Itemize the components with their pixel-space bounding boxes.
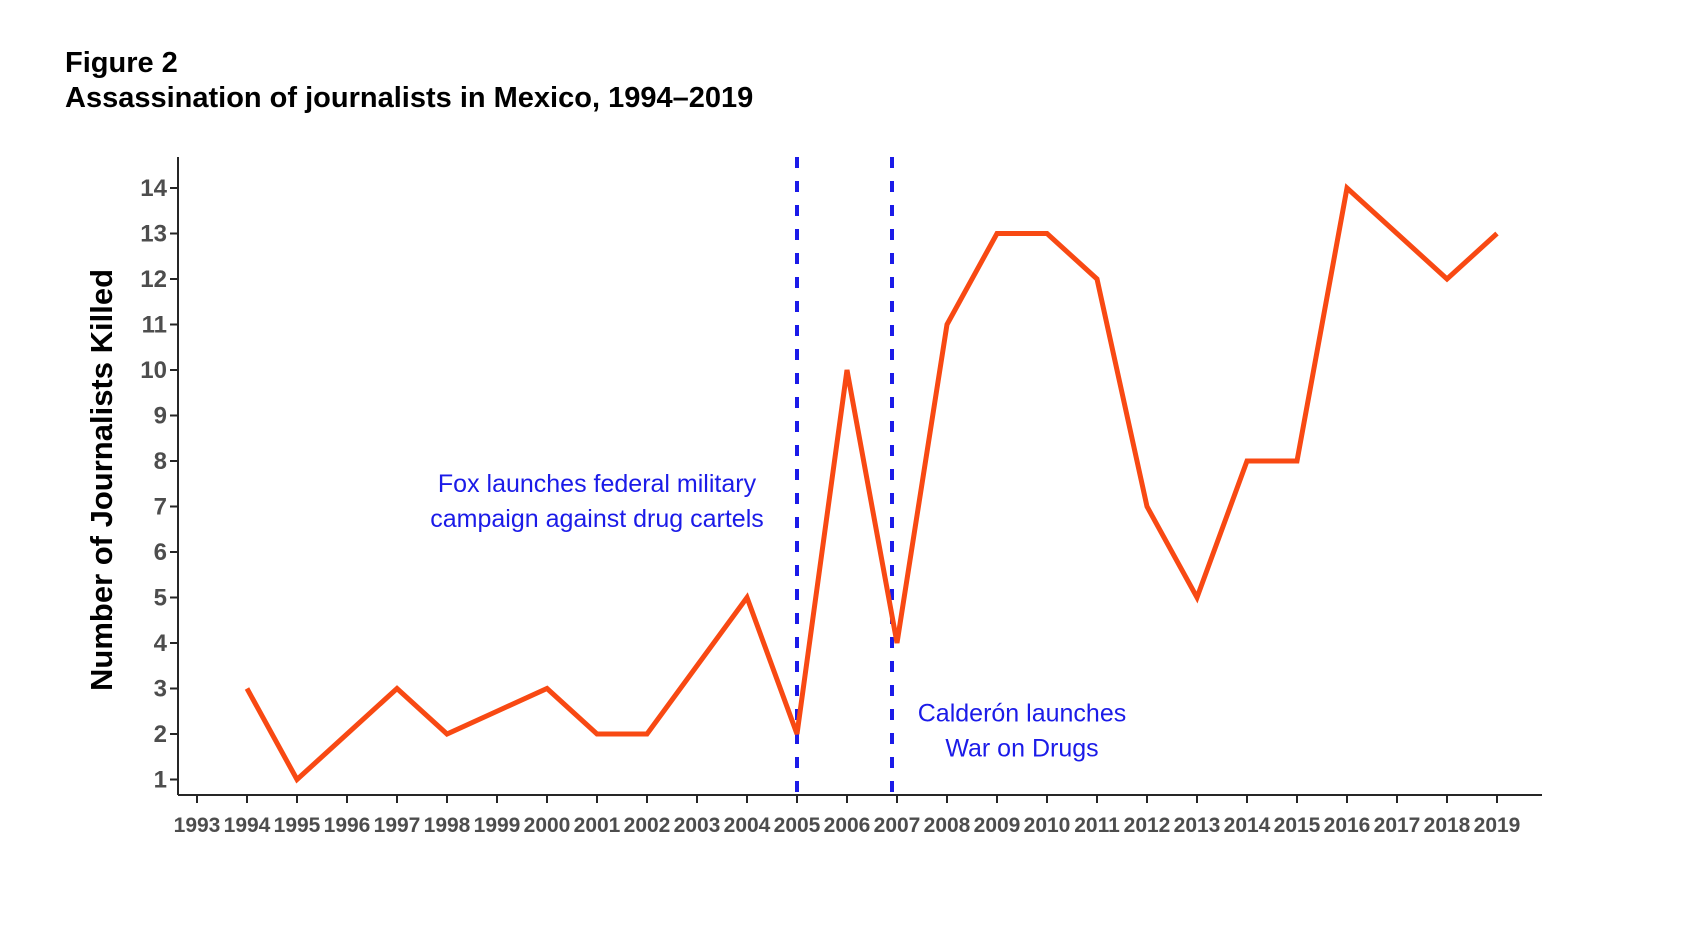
x-tick-label: 2006 <box>824 814 871 837</box>
x-tick-label: 1994 <box>224 814 271 837</box>
x-tick-label: 2005 <box>774 814 821 837</box>
x-tick-label: 1999 <box>474 814 521 837</box>
x-tick-label: 2012 <box>1124 814 1171 837</box>
x-tick-label: 2008 <box>924 814 971 837</box>
x-tick-label: 2016 <box>1324 814 1371 837</box>
x-tick-label: 2011 <box>1074 814 1120 837</box>
x-tick-label: 1993 <box>174 814 221 837</box>
x-tick-label: 2000 <box>524 814 571 837</box>
figure-title: Assassination of journalists in Mexico, … <box>65 82 754 114</box>
figure-header: Figure 2 Assassination of journalists in… <box>65 46 753 116</box>
x-tick-label: 1995 <box>274 814 321 837</box>
journalists-killed-line <box>244 183 1499 784</box>
x-tick-label: 2018 <box>1424 814 1471 837</box>
y-tick-label: 1 <box>154 767 167 794</box>
x-tick-label: 2004 <box>724 814 771 837</box>
y-tick-label: 8 <box>154 448 167 475</box>
x-tick-label: 2009 <box>974 814 1021 837</box>
y-tick-label: 12 <box>140 266 167 293</box>
figure-label: Figure 2 <box>65 47 178 79</box>
y-tick-label: 3 <box>154 676 167 703</box>
y-tick-label: 6 <box>154 539 167 566</box>
x-tick-label: 2010 <box>1024 814 1071 837</box>
event-annotation-2-line-2: War on Drugs <box>945 735 1098 763</box>
y-tick-label: 9 <box>154 403 167 430</box>
y-tick-label: 11 <box>142 312 167 339</box>
x-tick-label: 2002 <box>624 814 671 837</box>
x-tick-label: 2015 <box>1274 814 1321 837</box>
y-tick-label: 10 <box>140 357 167 384</box>
x-tick-label: 1998 <box>424 814 471 837</box>
x-tick-label: 2014 <box>1224 814 1271 837</box>
event-annotation-1-line-1: Fox launches federal military <box>438 470 757 498</box>
x-tick-label: 2001 <box>574 814 621 837</box>
x-tick-label: 2013 <box>1174 814 1221 837</box>
y-tick-label: 13 <box>140 221 167 248</box>
event-annotation-2-line-1: Calderón launches <box>918 700 1126 728</box>
x-tick-label: 2017 <box>1374 814 1421 837</box>
x-tick-label: 1997 <box>374 814 421 837</box>
event-annotation-1-line-2: campaign against drug cartels <box>430 505 764 533</box>
x-tick-label: 2007 <box>874 814 921 837</box>
y-axis-title: Number of Journalists Killed <box>84 269 119 691</box>
y-tick-label: 5 <box>154 585 167 612</box>
x-tick-label: 1996 <box>324 814 371 837</box>
x-tick-label: 2019 <box>1474 814 1521 837</box>
y-tick-label: 4 <box>154 630 168 657</box>
y-tick-label: 14 <box>140 175 167 202</box>
y-tick-label: 2 <box>154 721 167 748</box>
x-tick-label: 2003 <box>674 814 721 837</box>
y-tick-label: 7 <box>154 494 167 521</box>
